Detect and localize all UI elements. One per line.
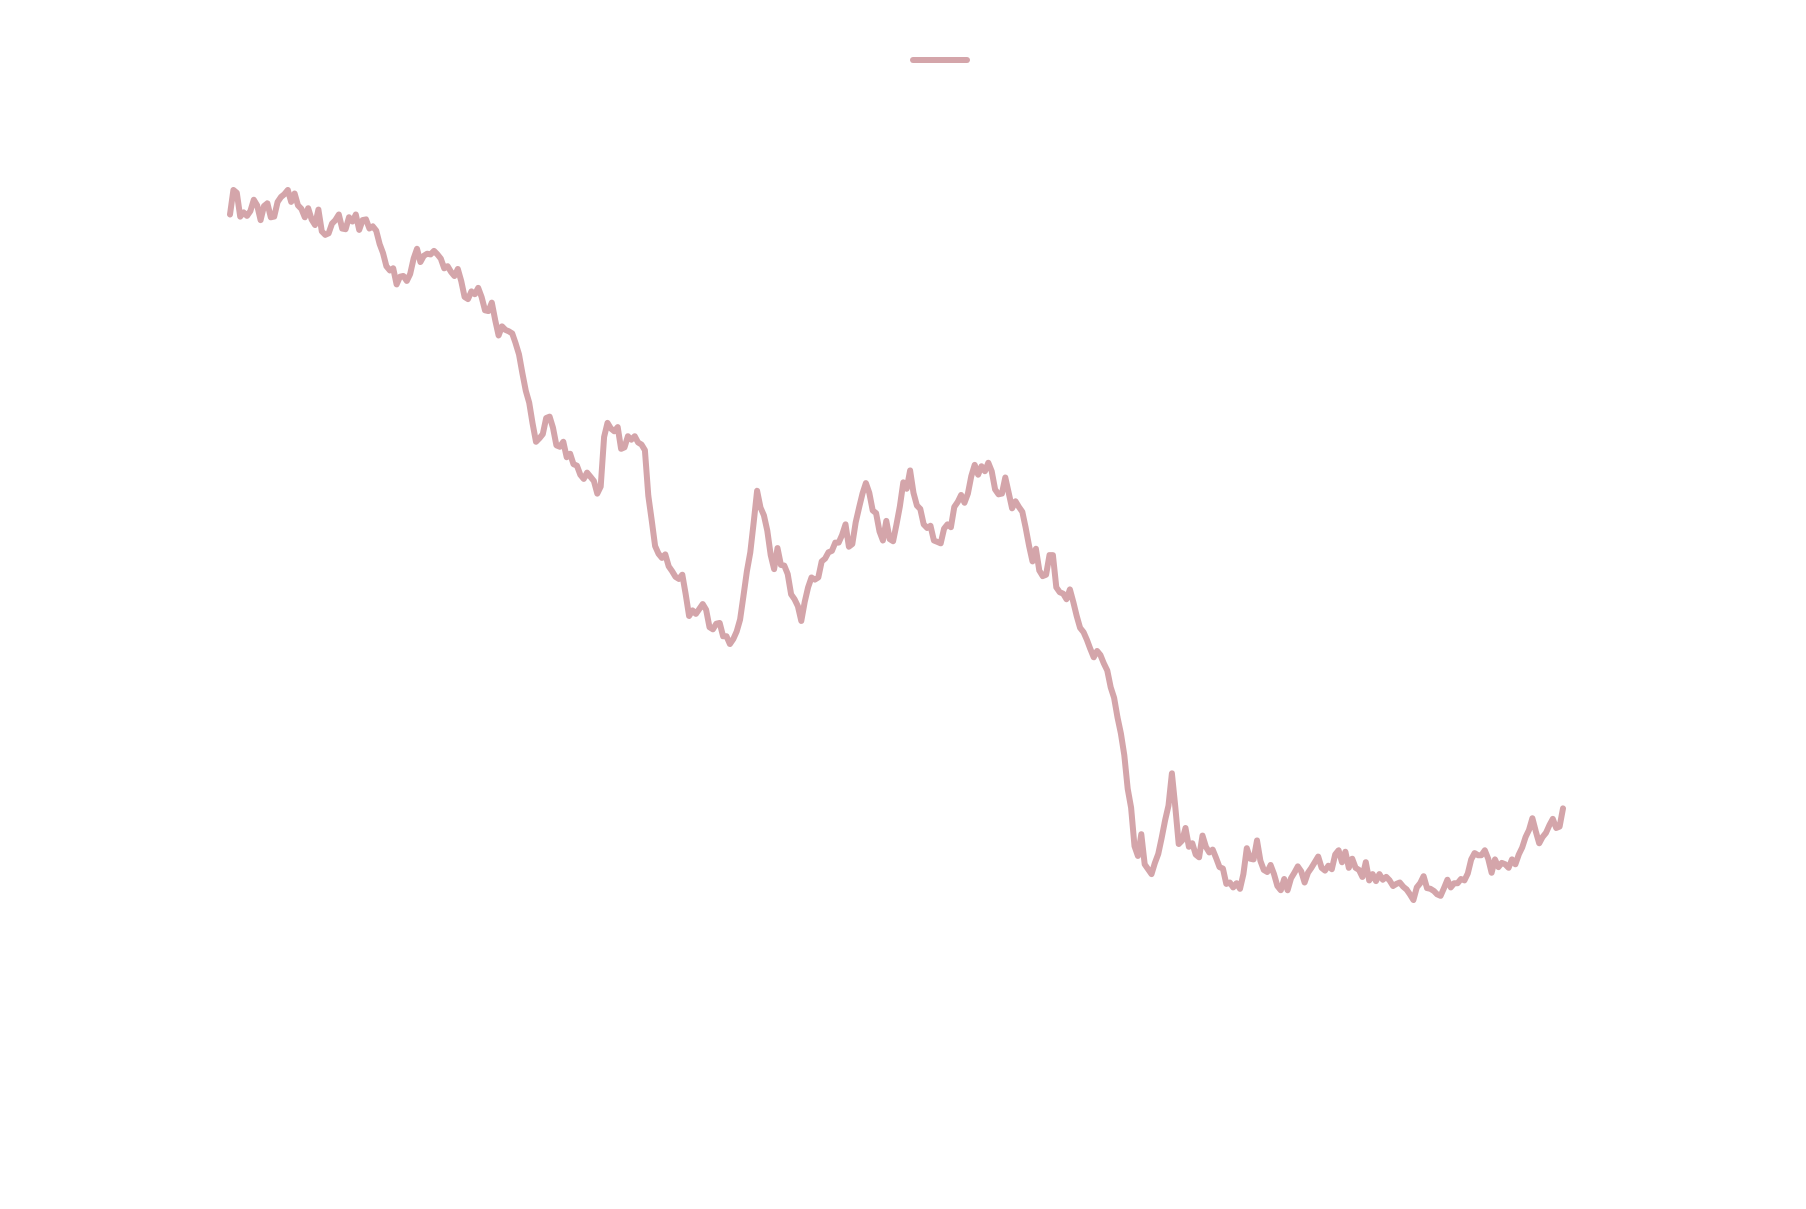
series-line xyxy=(227,187,1566,903)
series-layer xyxy=(227,187,1566,903)
